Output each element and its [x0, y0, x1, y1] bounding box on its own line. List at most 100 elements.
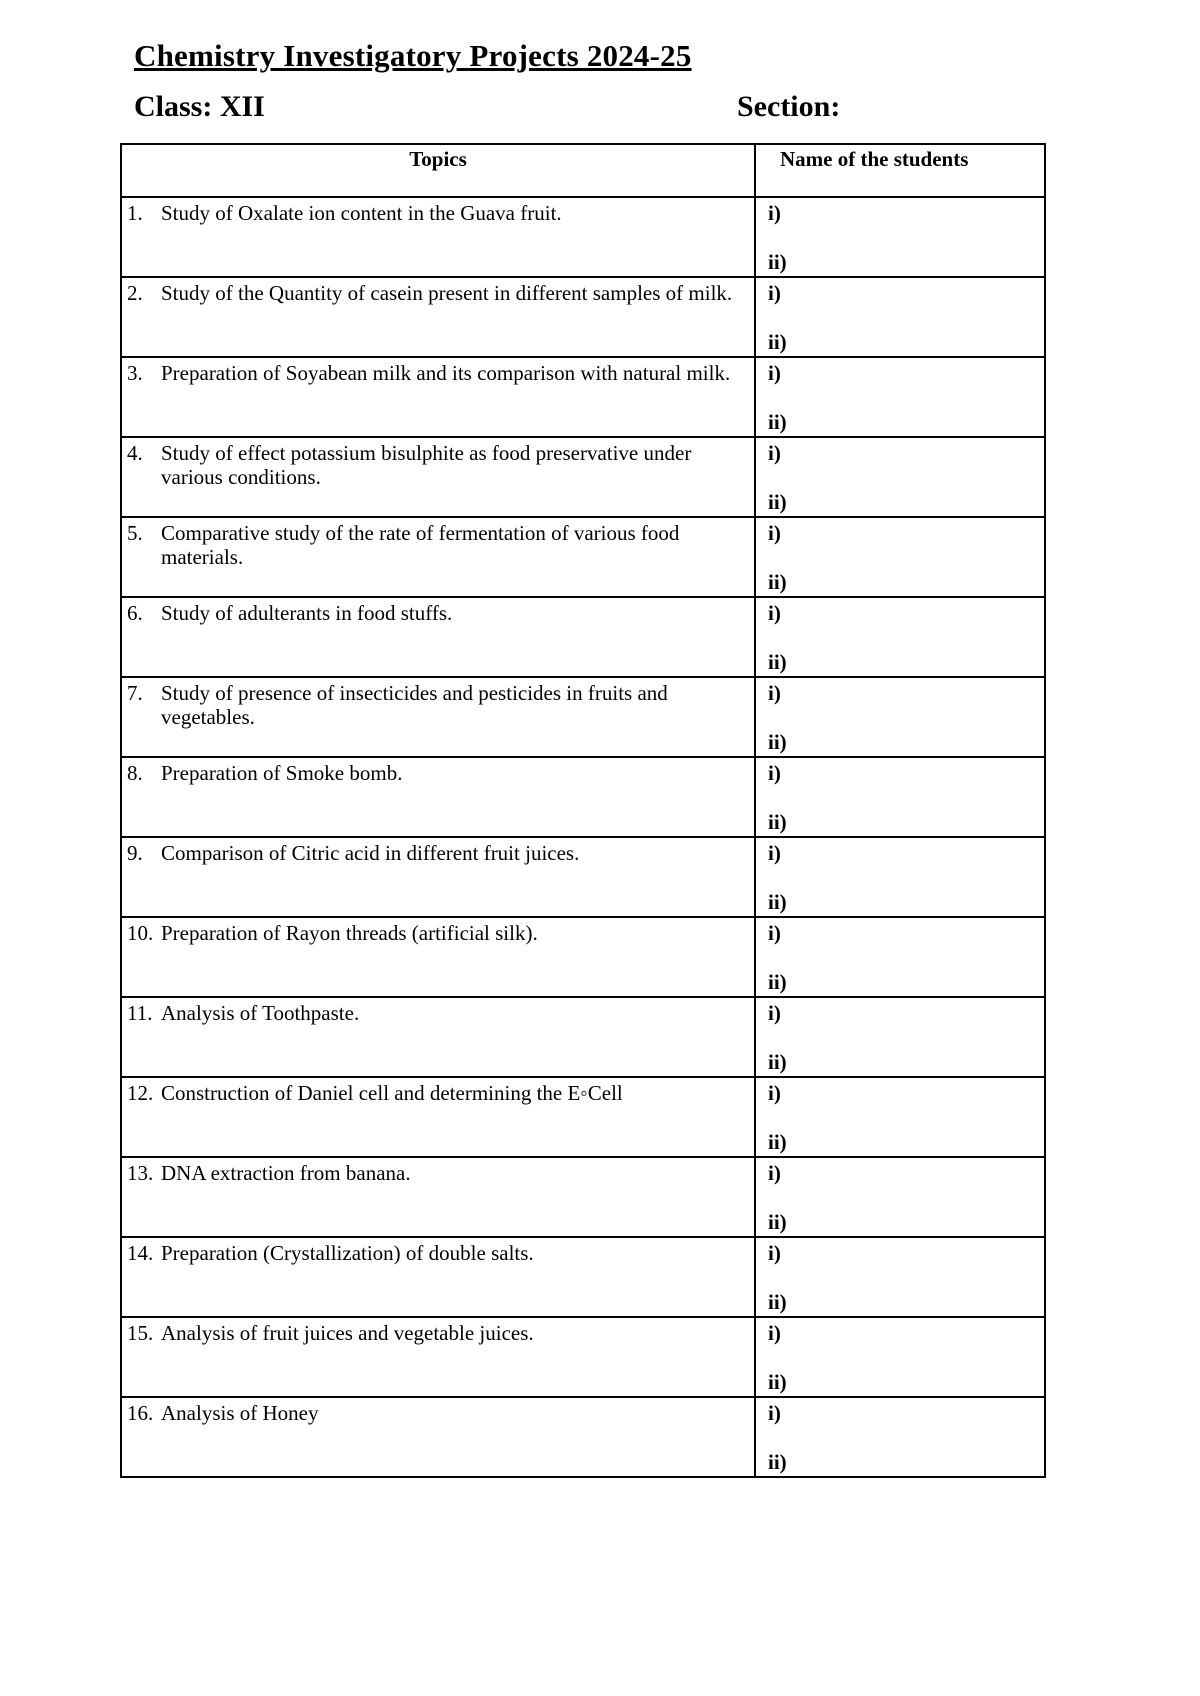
topic-number: 12.	[127, 1081, 154, 1105]
student-slot-2: ii)	[768, 330, 787, 354]
table-row: 6. Study of adulterants in food stuffs. i…	[120, 596, 1046, 678]
student-slot-2: ii)	[768, 1210, 787, 1234]
table-row: 8. Preparation of Smoke bomb. i) ii)	[120, 756, 1046, 838]
student-slot-1: i)	[768, 921, 781, 945]
topic-cell: 8. Preparation of Smoke bomb.	[120, 756, 756, 838]
page-title: Chemistry Investigatory Projects 2024-25	[134, 38, 692, 73]
student-slot-1: i)	[768, 361, 781, 385]
student-slot-2: ii)	[768, 1130, 787, 1154]
topic-text: Preparation of Smoke bomb.	[161, 761, 403, 785]
table-row: 7. Study of presence of insecticides and …	[120, 676, 1046, 758]
section-label: Section:	[737, 90, 841, 123]
student-names-cell[interactable]: i) ii)	[754, 1236, 1046, 1318]
topic-number: 10.	[127, 921, 154, 945]
topic-number: 14.	[127, 1241, 154, 1265]
class-label: Class: XII	[134, 90, 265, 123]
topic-number: 11.	[127, 1001, 153, 1025]
student-slot-1: i)	[768, 441, 781, 465]
table-row: 1. Study of Oxalate ion content in the Gu…	[120, 196, 1046, 278]
student-slot-1: i)	[768, 1081, 781, 1105]
student-slot-1: i)	[768, 201, 781, 225]
topic-cell: 2. Study of the Quantity of casein presen…	[120, 276, 756, 358]
student-names-cell[interactable]: i) ii)	[754, 276, 1046, 358]
topic-cell: 13. DNA extraction from banana.	[120, 1156, 756, 1238]
table-row: 13. DNA extraction from banana. i) ii)	[120, 1156, 1046, 1238]
student-slot-2: ii)	[768, 1050, 787, 1074]
topic-text: Construction of Daniel cell and determin…	[161, 1081, 623, 1105]
topic-text: Preparation (Crystallization) of double …	[161, 1241, 534, 1265]
student-slot-2: ii)	[768, 570, 787, 594]
student-slot-2: ii)	[768, 1290, 787, 1314]
table-row: 4. Study of effect potassium bisulphite a…	[120, 436, 1046, 518]
student-slot-1: i)	[768, 601, 781, 625]
table-row: 9. Comparison of Citric acid in different…	[120, 836, 1046, 918]
student-names-cell[interactable]: i) ii)	[754, 676, 1046, 758]
topic-number: 2.	[127, 281, 143, 305]
topic-text: Study of adulterants in food stuffs.	[161, 601, 453, 625]
table-header-row: Topics Name of the students	[120, 143, 1046, 198]
projects-table: Topics Name of the students 1. Study of O…	[120, 143, 1046, 1478]
table-row: 11. Analysis of Toothpaste. i) ii)	[120, 996, 1046, 1078]
table-row: 16. Analysis of Honey i) ii)	[120, 1396, 1046, 1478]
student-slot-2: ii)	[768, 1370, 787, 1394]
student-names-cell[interactable]: i) ii)	[754, 516, 1046, 598]
student-names-cell[interactable]: i) ii)	[754, 836, 1046, 918]
topic-cell: 3. Preparation of Soyabean milk and its c…	[120, 356, 756, 438]
table-row: 14. Preparation (Crystallization) of doub…	[120, 1236, 1046, 1318]
student-slot-2: ii)	[768, 250, 787, 274]
student-slot-1: i)	[768, 1001, 781, 1025]
student-slot-2: ii)	[768, 970, 787, 994]
table-row: 3. Preparation of Soyabean milk and its c…	[120, 356, 1046, 438]
topic-number: 9.	[127, 841, 143, 865]
topic-text: DNA extraction from banana.	[161, 1161, 411, 1185]
student-slot-2: ii)	[768, 890, 787, 914]
topic-number: 13.	[127, 1161, 154, 1185]
student-slot-2: ii)	[768, 650, 787, 674]
student-slot-1: i)	[768, 1401, 781, 1425]
topic-number: 8.	[127, 761, 143, 785]
student-names-cell[interactable]: i) ii)	[754, 436, 1046, 518]
student-slot-1: i)	[768, 1321, 781, 1345]
student-slot-1: i)	[768, 281, 781, 305]
student-names-cell[interactable]: i) ii)	[754, 756, 1046, 838]
topic-number: 7.	[127, 681, 143, 705]
student-names-cell[interactable]: i) ii)	[754, 1076, 1046, 1158]
topic-text: Preparation of Rayon threads (artificial…	[161, 921, 538, 945]
topic-number: 15.	[127, 1321, 154, 1345]
student-slot-2: ii)	[768, 730, 787, 754]
student-slot-2: ii)	[768, 410, 787, 434]
student-names-cell[interactable]: i) ii)	[754, 996, 1046, 1078]
student-names-cell[interactable]: i) ii)	[754, 916, 1046, 998]
topic-number: 16.	[127, 1401, 154, 1425]
topic-text: Preparation of Soyabean milk and its com…	[161, 361, 731, 385]
topic-cell: 15. Analysis of fruit juices and vegetabl…	[120, 1316, 756, 1398]
student-names-cell[interactable]: i) ii)	[754, 1156, 1046, 1238]
student-names-cell[interactable]: i) ii)	[754, 196, 1046, 278]
student-names-cell[interactable]: i) ii)	[754, 1316, 1046, 1398]
topic-number: 5.	[127, 521, 143, 545]
student-slot-1: i)	[768, 841, 781, 865]
topic-text: Study of Oxalate ion content in the Guav…	[161, 201, 562, 225]
topic-cell: 7. Study of presence of insecticides and …	[120, 676, 756, 758]
student-slot-1: i)	[768, 681, 781, 705]
student-names-cell[interactable]: i) ii)	[754, 596, 1046, 678]
student-names-cell[interactable]: i) ii)	[754, 356, 1046, 438]
student-slot-1: i)	[768, 521, 781, 545]
topic-cell: 16. Analysis of Honey	[120, 1396, 756, 1478]
student-slot-1: i)	[768, 1241, 781, 1265]
topic-text: Analysis of Toothpaste.	[161, 1001, 360, 1025]
header-topics: Topics	[120, 143, 756, 198]
topic-cell: 14. Preparation (Crystallization) of doub…	[120, 1236, 756, 1318]
student-names-cell[interactable]: i) ii)	[754, 1396, 1046, 1478]
table-row: 15. Analysis of fruit juices and vegetabl…	[120, 1316, 1046, 1398]
topic-cell: 1. Study of Oxalate ion content in the Gu…	[120, 196, 756, 278]
topic-text: Study of the Quantity of casein present …	[161, 281, 733, 305]
topic-text: Comparison of Citric acid in different f…	[161, 841, 580, 865]
topic-cell: 9. Comparison of Citric acid in different…	[120, 836, 756, 918]
topic-text: Study of effect potassium bisulphite as …	[161, 441, 692, 489]
topic-cell: 5. Comparative study of the rate of ferme…	[120, 516, 756, 598]
topic-cell: 4. Study of effect potassium bisulphite a…	[120, 436, 756, 518]
topic-cell: 10. Preparation of Rayon threads (artific…	[120, 916, 756, 998]
table-row: 2. Study of the Quantity of casein presen…	[120, 276, 1046, 358]
topic-text: Study of presence of insecticides and pe…	[161, 681, 668, 729]
